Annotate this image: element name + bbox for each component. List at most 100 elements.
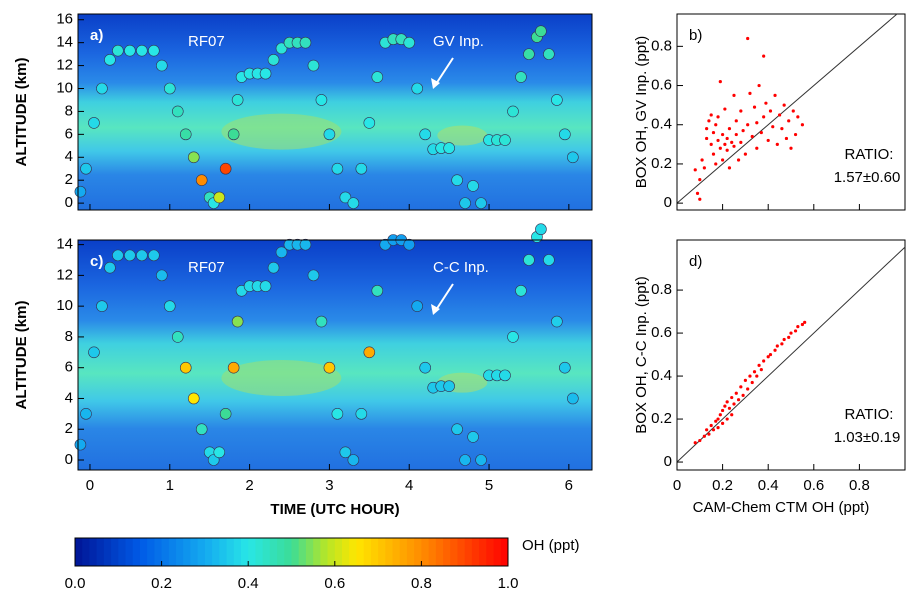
- flight-point: [403, 238, 416, 251]
- scatter-point: [739, 109, 743, 113]
- flight-point: [551, 315, 563, 328]
- input-label: GV Inp.: [433, 33, 484, 50]
- scatter-point: [730, 413, 734, 417]
- scatter-point: [775, 142, 779, 146]
- one-to-one-line: [676, 13, 898, 204]
- scatter-point: [721, 408, 725, 413]
- scatter-point: [716, 115, 720, 119]
- y-tick-label: 4: [65, 148, 73, 165]
- colorbar-cell: [154, 538, 163, 566]
- oh-field-patch: [221, 360, 342, 396]
- flight-point: [467, 431, 479, 443]
- colorbar-cell: [168, 538, 177, 566]
- y-tick-label: 0.4: [651, 367, 672, 384]
- scatter-point: [743, 378, 748, 382]
- flight-point: [567, 392, 579, 405]
- colorbar-cell: [334, 538, 343, 566]
- scatter-point: [755, 121, 759, 125]
- colorbar-cell: [486, 538, 495, 566]
- colorbar-cell: [82, 538, 90, 566]
- flight-point: [124, 249, 136, 262]
- scatter-point: [768, 352, 773, 357]
- y-tick-label: 14: [56, 34, 73, 51]
- colorbar-cell: [500, 538, 509, 566]
- flight-point: [459, 197, 471, 209]
- colorbar-cell: [370, 538, 379, 566]
- y-tick-label: 0.4: [651, 116, 672, 133]
- scatter-point: [707, 119, 711, 123]
- flight-point: [307, 269, 320, 282]
- colorbar-tick-label: 0.2: [151, 575, 172, 592]
- colorbar-cell: [471, 538, 480, 566]
- scatter-point: [752, 370, 757, 374]
- scatter-point: [727, 127, 732, 131]
- flight-point: [148, 249, 160, 262]
- x-tick-label: 4: [405, 477, 413, 494]
- scatter-point: [750, 134, 754, 139]
- x-tick-label: 6: [565, 477, 573, 494]
- y-tick-label: 10: [56, 297, 73, 314]
- colorbar-cell: [197, 538, 206, 566]
- colorbar-tick-label: 0.8: [411, 575, 432, 592]
- flight-point: [355, 162, 368, 175]
- scatter-point: [768, 109, 773, 113]
- scatter-point: [711, 428, 716, 432]
- scatter-point: [793, 329, 798, 333]
- scatter-point: [746, 123, 750, 127]
- scatter-point: [789, 146, 793, 150]
- flight-point: [195, 423, 208, 436]
- scatter-point: [716, 138, 720, 143]
- flight-point: [567, 151, 579, 164]
- x-tick-label: 0.2: [712, 477, 733, 494]
- flight-point: [559, 128, 571, 141]
- scatter-point: [732, 402, 736, 406]
- flight-point: [475, 454, 487, 466]
- scatter-point: [800, 123, 805, 127]
- scatter-point: [773, 348, 777, 352]
- scatter-point: [702, 166, 706, 170]
- scatter-point: [705, 136, 709, 141]
- flight-point: [299, 238, 312, 251]
- scatter-point: [716, 426, 720, 430]
- scatter-point: [705, 428, 709, 432]
- flight-point: [323, 128, 336, 141]
- flight-point: [219, 162, 232, 175]
- flight-point: [347, 454, 360, 466]
- colorbar-cell: [277, 538, 285, 566]
- scatter-point: [755, 374, 759, 378]
- flight-point: [543, 254, 555, 266]
- scatter-point: [796, 325, 800, 329]
- colorbar-cell: [457, 538, 466, 566]
- scatter-point: [755, 146, 759, 150]
- flight-point: [179, 361, 192, 374]
- scatter-point: [718, 80, 722, 84]
- colorbar-cell: [125, 538, 134, 566]
- colorbar-tick-label: 0.0: [65, 575, 86, 592]
- scatter-point: [778, 113, 782, 117]
- scatter-point: [732, 144, 736, 148]
- scatter-point: [780, 342, 784, 346]
- colorbar-cell: [183, 538, 191, 566]
- scatter-point: [746, 387, 750, 391]
- flight-point: [507, 105, 519, 118]
- colorbar-cell: [298, 538, 307, 566]
- scatter-point: [800, 322, 805, 327]
- scatter-point: [759, 130, 763, 135]
- flight-point: [475, 197, 487, 209]
- ratio-value: 1.03±0.19: [834, 429, 901, 446]
- flight-point: [104, 261, 116, 274]
- scatter-point: [714, 123, 718, 127]
- flight-point: [363, 117, 376, 129]
- scatter-point: [746, 36, 750, 41]
- flight-point: [371, 284, 384, 297]
- x-tick-label: 0.4: [758, 477, 779, 494]
- flight-point: [171, 105, 184, 118]
- scatter-point: [730, 395, 734, 400]
- colorbar-cell: [248, 538, 256, 566]
- flight-point: [213, 446, 226, 459]
- scatter-point: [711, 152, 716, 156]
- y-tick-label: 0: [664, 453, 672, 470]
- colorbar-cell: [226, 538, 235, 566]
- flight-point: [515, 284, 527, 297]
- x-tick-label: 0: [86, 477, 94, 494]
